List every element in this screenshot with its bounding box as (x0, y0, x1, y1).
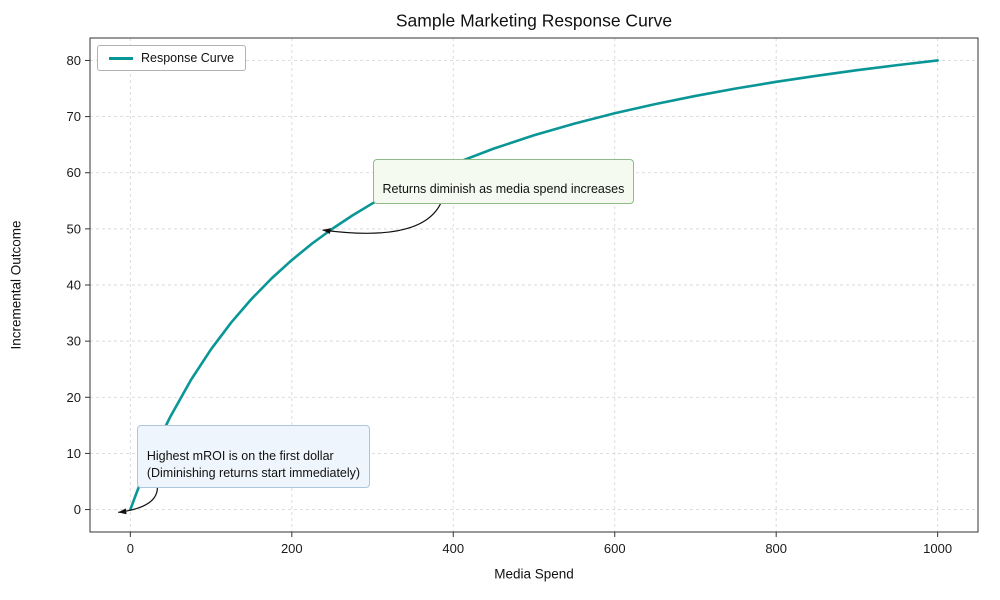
y-tick-label: 70 (67, 109, 81, 124)
y-tick-label: 0 (74, 502, 81, 517)
annotation-highest-mroi: Highest mROI is on the first dollar (Dim… (136, 425, 371, 488)
chart-title: Sample Marketing Response Curve (395, 10, 673, 31)
x-tick-label: 200 (281, 541, 303, 556)
y-tick-label: 30 (67, 334, 81, 349)
x-tick-label: 1000 (923, 541, 952, 556)
x-tick-label: 0 (127, 541, 134, 556)
y-tick-label: 60 (67, 165, 81, 180)
y-tick-label: 40 (67, 278, 81, 293)
legend-line-swatch (109, 56, 133, 60)
legend: Response Curve (97, 45, 247, 71)
x-tick-label: 600 (604, 541, 626, 556)
x-tick-label: 800 (765, 541, 787, 556)
annotation-diminishing-returns-text: Returns diminish as media spend increase… (382, 182, 625, 197)
y-tick-label: 10 (67, 446, 81, 461)
annotation-highest-mroi-text: Highest mROI is on the first dollar (Dim… (146, 448, 361, 481)
y-tick-label: 50 (67, 221, 81, 236)
y-tick-label: 80 (67, 53, 81, 68)
x-tick-label: 400 (442, 541, 464, 556)
y-axis-label: Incremental Outcome (8, 220, 24, 350)
legend-label: Response Curve (141, 51, 235, 65)
annotation-diminishing-returns: Returns diminish as media spend increase… (372, 158, 635, 204)
x-axis-label: Media Spend (494, 566, 574, 582)
y-tick-label: 20 (67, 390, 81, 405)
